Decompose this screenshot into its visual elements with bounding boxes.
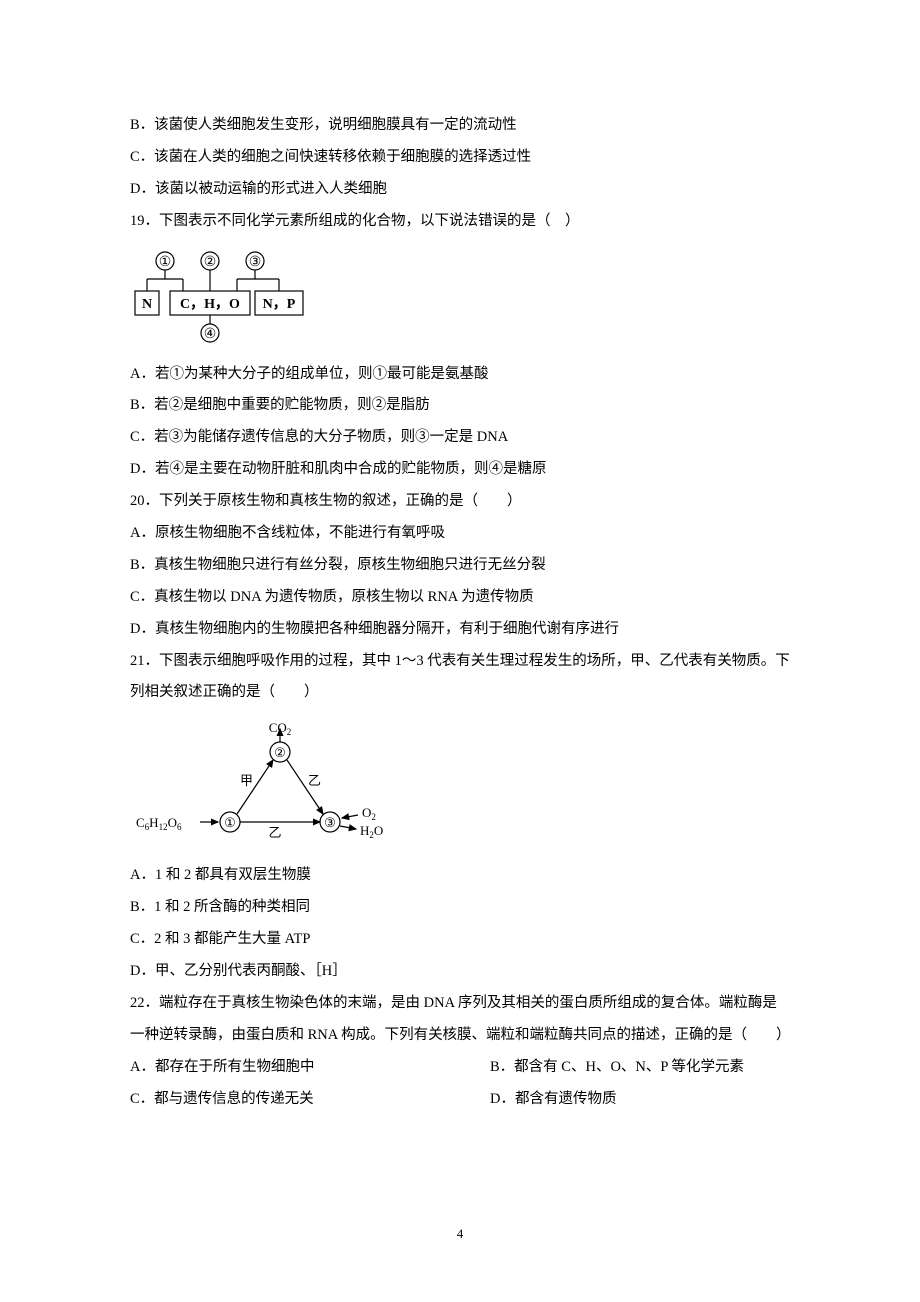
fig2-o2-sub: 2	[371, 812, 376, 822]
fig2-co2: CO	[269, 720, 287, 735]
fig2-yi: 乙	[308, 773, 321, 788]
q20-a: A．原核生物细胞不含线粒体，不能进行有氧呼吸	[130, 518, 790, 550]
fig1-box-np: N，P	[263, 297, 296, 312]
fig2-o2: O	[362, 805, 371, 820]
svg-text:CO2: CO2	[269, 720, 292, 737]
fig2-gluc-o: O	[168, 815, 177, 830]
q19-d: D．若④是主要在动物肝脏和肌肉中合成的贮能物质，则④是糖原	[130, 454, 790, 486]
fig1-circ2: ②	[204, 255, 217, 270]
fig2-h2o-h: H	[360, 823, 369, 838]
fig2-gluc-c: C	[136, 815, 145, 830]
fig1-box-cho: C，H，O	[180, 297, 240, 312]
fig2-node3: ③	[324, 815, 336, 830]
fig2-node1: ①	[224, 815, 236, 830]
q22-stem: 22．端粒存在于真核生物染色体的末端，是由 DNA 序列及其相关的蛋白质所组成的…	[130, 988, 790, 1052]
q20-b: B．真核生物细胞只进行有丝分裂，原核生物细胞只进行无丝分裂	[130, 550, 790, 582]
q22-a: A．都存在于所有生物细胞中	[130, 1052, 430, 1084]
fig2-gluc-s3: 6	[177, 822, 182, 832]
q22-d: D．都含有遗传物质	[490, 1084, 790, 1116]
q21-a: A．1 和 2 都具有双层生物膜	[130, 860, 790, 892]
q21-stem: 21．下图表示细胞呼吸作用的过程，其中 1～3 代表有关生理过程发生的场所，甲、…	[130, 646, 790, 710]
figure-19: ① ② ③ ④ N C，H，O N，P	[130, 246, 790, 351]
svg-text:O2: O2	[362, 805, 376, 822]
fig1-circ3: ③	[249, 255, 262, 270]
q19-a: A．若①为某种大分子的组成单位，则①最可能是氨基酸	[130, 359, 790, 391]
q19-stem: 19．下图表示不同化学元素所组成的化合物，以下说法错误的是（ ）	[130, 206, 790, 238]
q21-d: D．甲、乙分别代表丙酮酸、［H］	[130, 956, 790, 988]
fig2-co2-sub: 2	[287, 727, 292, 737]
q21-c: C．2 和 3 都能产生大量 ATP	[130, 924, 790, 956]
fig2-gluc-s2: 12	[159, 822, 168, 832]
fig1-box-n: N	[142, 297, 152, 312]
q19-b: B．若②是细胞中重要的贮能物质，则②是脂肪	[130, 390, 790, 422]
option-b: B．该菌使人类细胞发生变形，说明细胞膜具有一定的流动性	[130, 110, 790, 142]
q21-b: B．1 和 2 所含酶的种类相同	[130, 892, 790, 924]
option-d: D．该菌以被动运输的形式进入人类细胞	[130, 174, 790, 206]
svg-text:C6H12O6: C6H12O6	[136, 815, 182, 832]
figure-21: CO2 C6H12O6 O2 H2O ① ② ③ 甲 乙 乙	[130, 717, 790, 852]
q19-c: C．若③为能储存遗传信息的大分子物质，则③一定是 DNA	[130, 422, 790, 454]
q20-stem: 20．下列关于原核生物和真核生物的叙述，正确的是（ ）	[130, 486, 790, 518]
option-c: C．该菌在人类的细胞之间快速转移依赖于细胞膜的选择透过性	[130, 142, 790, 174]
fig2-node2: ②	[274, 745, 286, 760]
fig2-gluc-h: H	[149, 815, 158, 830]
fig1-circ4: ④	[204, 327, 217, 342]
page-number: 4	[457, 1226, 464, 1242]
q22-b: B．都含有 C、H、O、N、P 等化学元素	[490, 1052, 790, 1084]
fig1-circ1: ①	[159, 255, 172, 270]
fig2-jia: 甲	[240, 773, 253, 788]
svg-text:H2O: H2O	[360, 823, 383, 840]
q20-d: D．真核生物细胞内的生物膜把各种细胞器分隔开，有利于细胞代谢有序进行	[130, 614, 790, 646]
q20-c: C．真核生物以 DNA 为遗传物质，原核生物以 RNA 为遗传物质	[130, 582, 790, 614]
fig2-h2o-o: O	[374, 823, 383, 838]
fig2-zlabel: 乙	[268, 825, 281, 840]
q22-c: C．都与遗传信息的传递无关	[130, 1084, 430, 1116]
